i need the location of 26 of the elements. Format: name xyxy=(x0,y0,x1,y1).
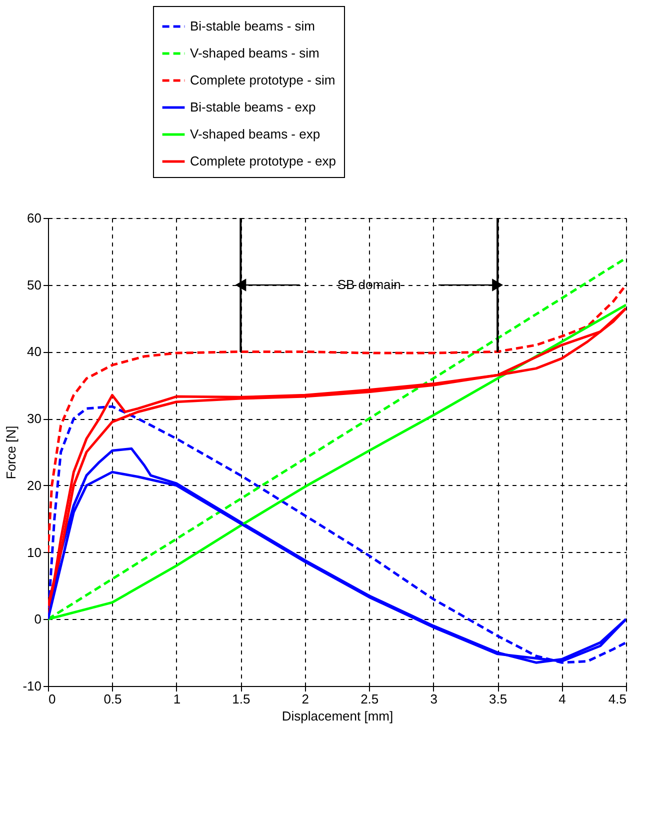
x-tick-label: 2.5 xyxy=(360,692,379,706)
x-tick-label: 3.5 xyxy=(489,692,508,706)
x-axis-title: Displacement [mm] xyxy=(282,708,394,724)
y-axis-title: Force [N] xyxy=(4,426,19,480)
legend-label: V-shaped beams - sim xyxy=(190,46,320,60)
y-tick-label: 60 xyxy=(27,210,42,226)
x-tick-label: 0.5 xyxy=(104,692,122,706)
x-tick-label: 4.5 xyxy=(608,692,626,706)
x-tick-label: 3 xyxy=(430,692,438,706)
y-tick-label: -10 xyxy=(22,678,42,694)
legend-label: Bi-stable beams - exp xyxy=(190,100,316,114)
legend-label: Complete prototype - exp xyxy=(190,154,336,168)
y-tick-label: 10 xyxy=(27,544,42,560)
legend-label: Bi-stable beams - sim xyxy=(190,18,315,34)
y-tick-label: 30 xyxy=(27,411,42,426)
x-tick-label: 2 xyxy=(302,692,310,706)
x-tick-label: 1 xyxy=(173,692,181,706)
x-tick-label: 1.5 xyxy=(232,692,250,706)
x-tick-label: 0 xyxy=(48,692,56,706)
x-tick-label: 4 xyxy=(558,692,566,706)
legend-label: V-shaped beams - exp xyxy=(190,126,320,142)
y-tick-label: 40 xyxy=(27,344,42,360)
y-tick-label: 50 xyxy=(27,277,42,292)
y-tick-label: 0 xyxy=(34,612,42,627)
y-tick-label: 20 xyxy=(27,478,42,493)
legend-label: Complete prototype - sim xyxy=(190,72,336,88)
